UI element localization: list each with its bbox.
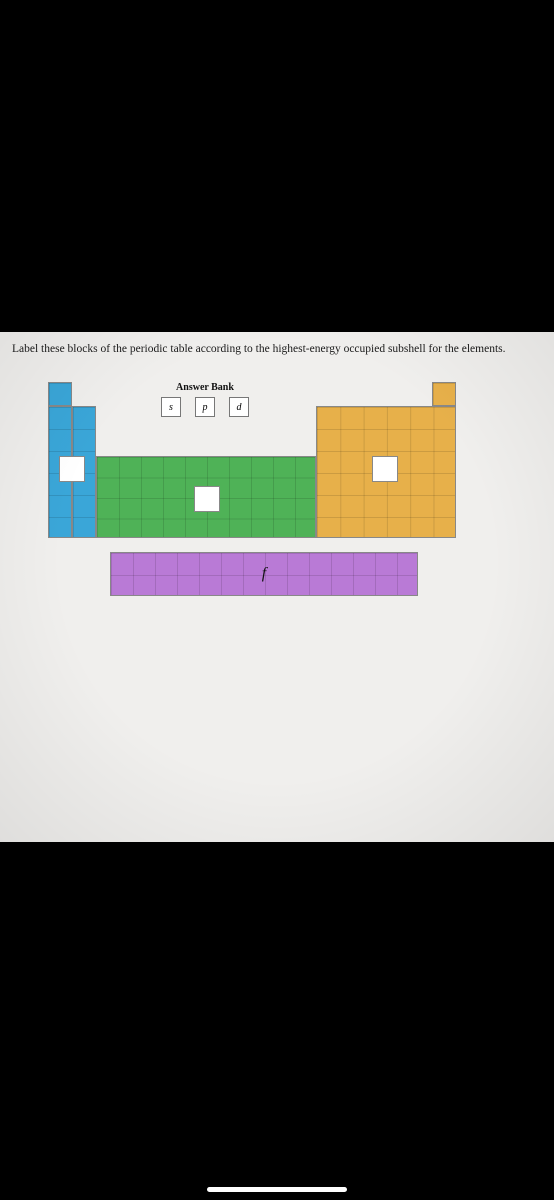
question-text: Label these blocks of the periodic table…	[12, 342, 542, 357]
f-block: f	[110, 552, 418, 596]
s-block-h	[48, 382, 72, 406]
periodic-table-diagram: Answer Bank s p d	[48, 382, 518, 602]
drop-target-p-block[interactable]	[372, 456, 398, 482]
drop-target-d-block[interactable]	[194, 486, 220, 512]
grid-overlay	[433, 383, 455, 405]
exercise-panel: Label these blocks of the periodic table…	[0, 332, 554, 842]
p-block-he	[432, 382, 456, 406]
answer-chip-s[interactable]: s	[161, 397, 181, 417]
home-indicator[interactable]	[207, 1187, 347, 1192]
grid-overlay	[111, 553, 417, 595]
drop-target-s-block[interactable]	[59, 456, 85, 482]
answer-bank-title: Answer Bank	[130, 382, 280, 393]
answer-bank-items: s p d	[130, 397, 280, 417]
grid-overlay	[49, 383, 71, 405]
answer-bank: Answer Bank s p d	[130, 382, 280, 417]
answer-chip-p[interactable]: p	[195, 397, 215, 417]
answer-chip-d[interactable]: d	[229, 397, 249, 417]
